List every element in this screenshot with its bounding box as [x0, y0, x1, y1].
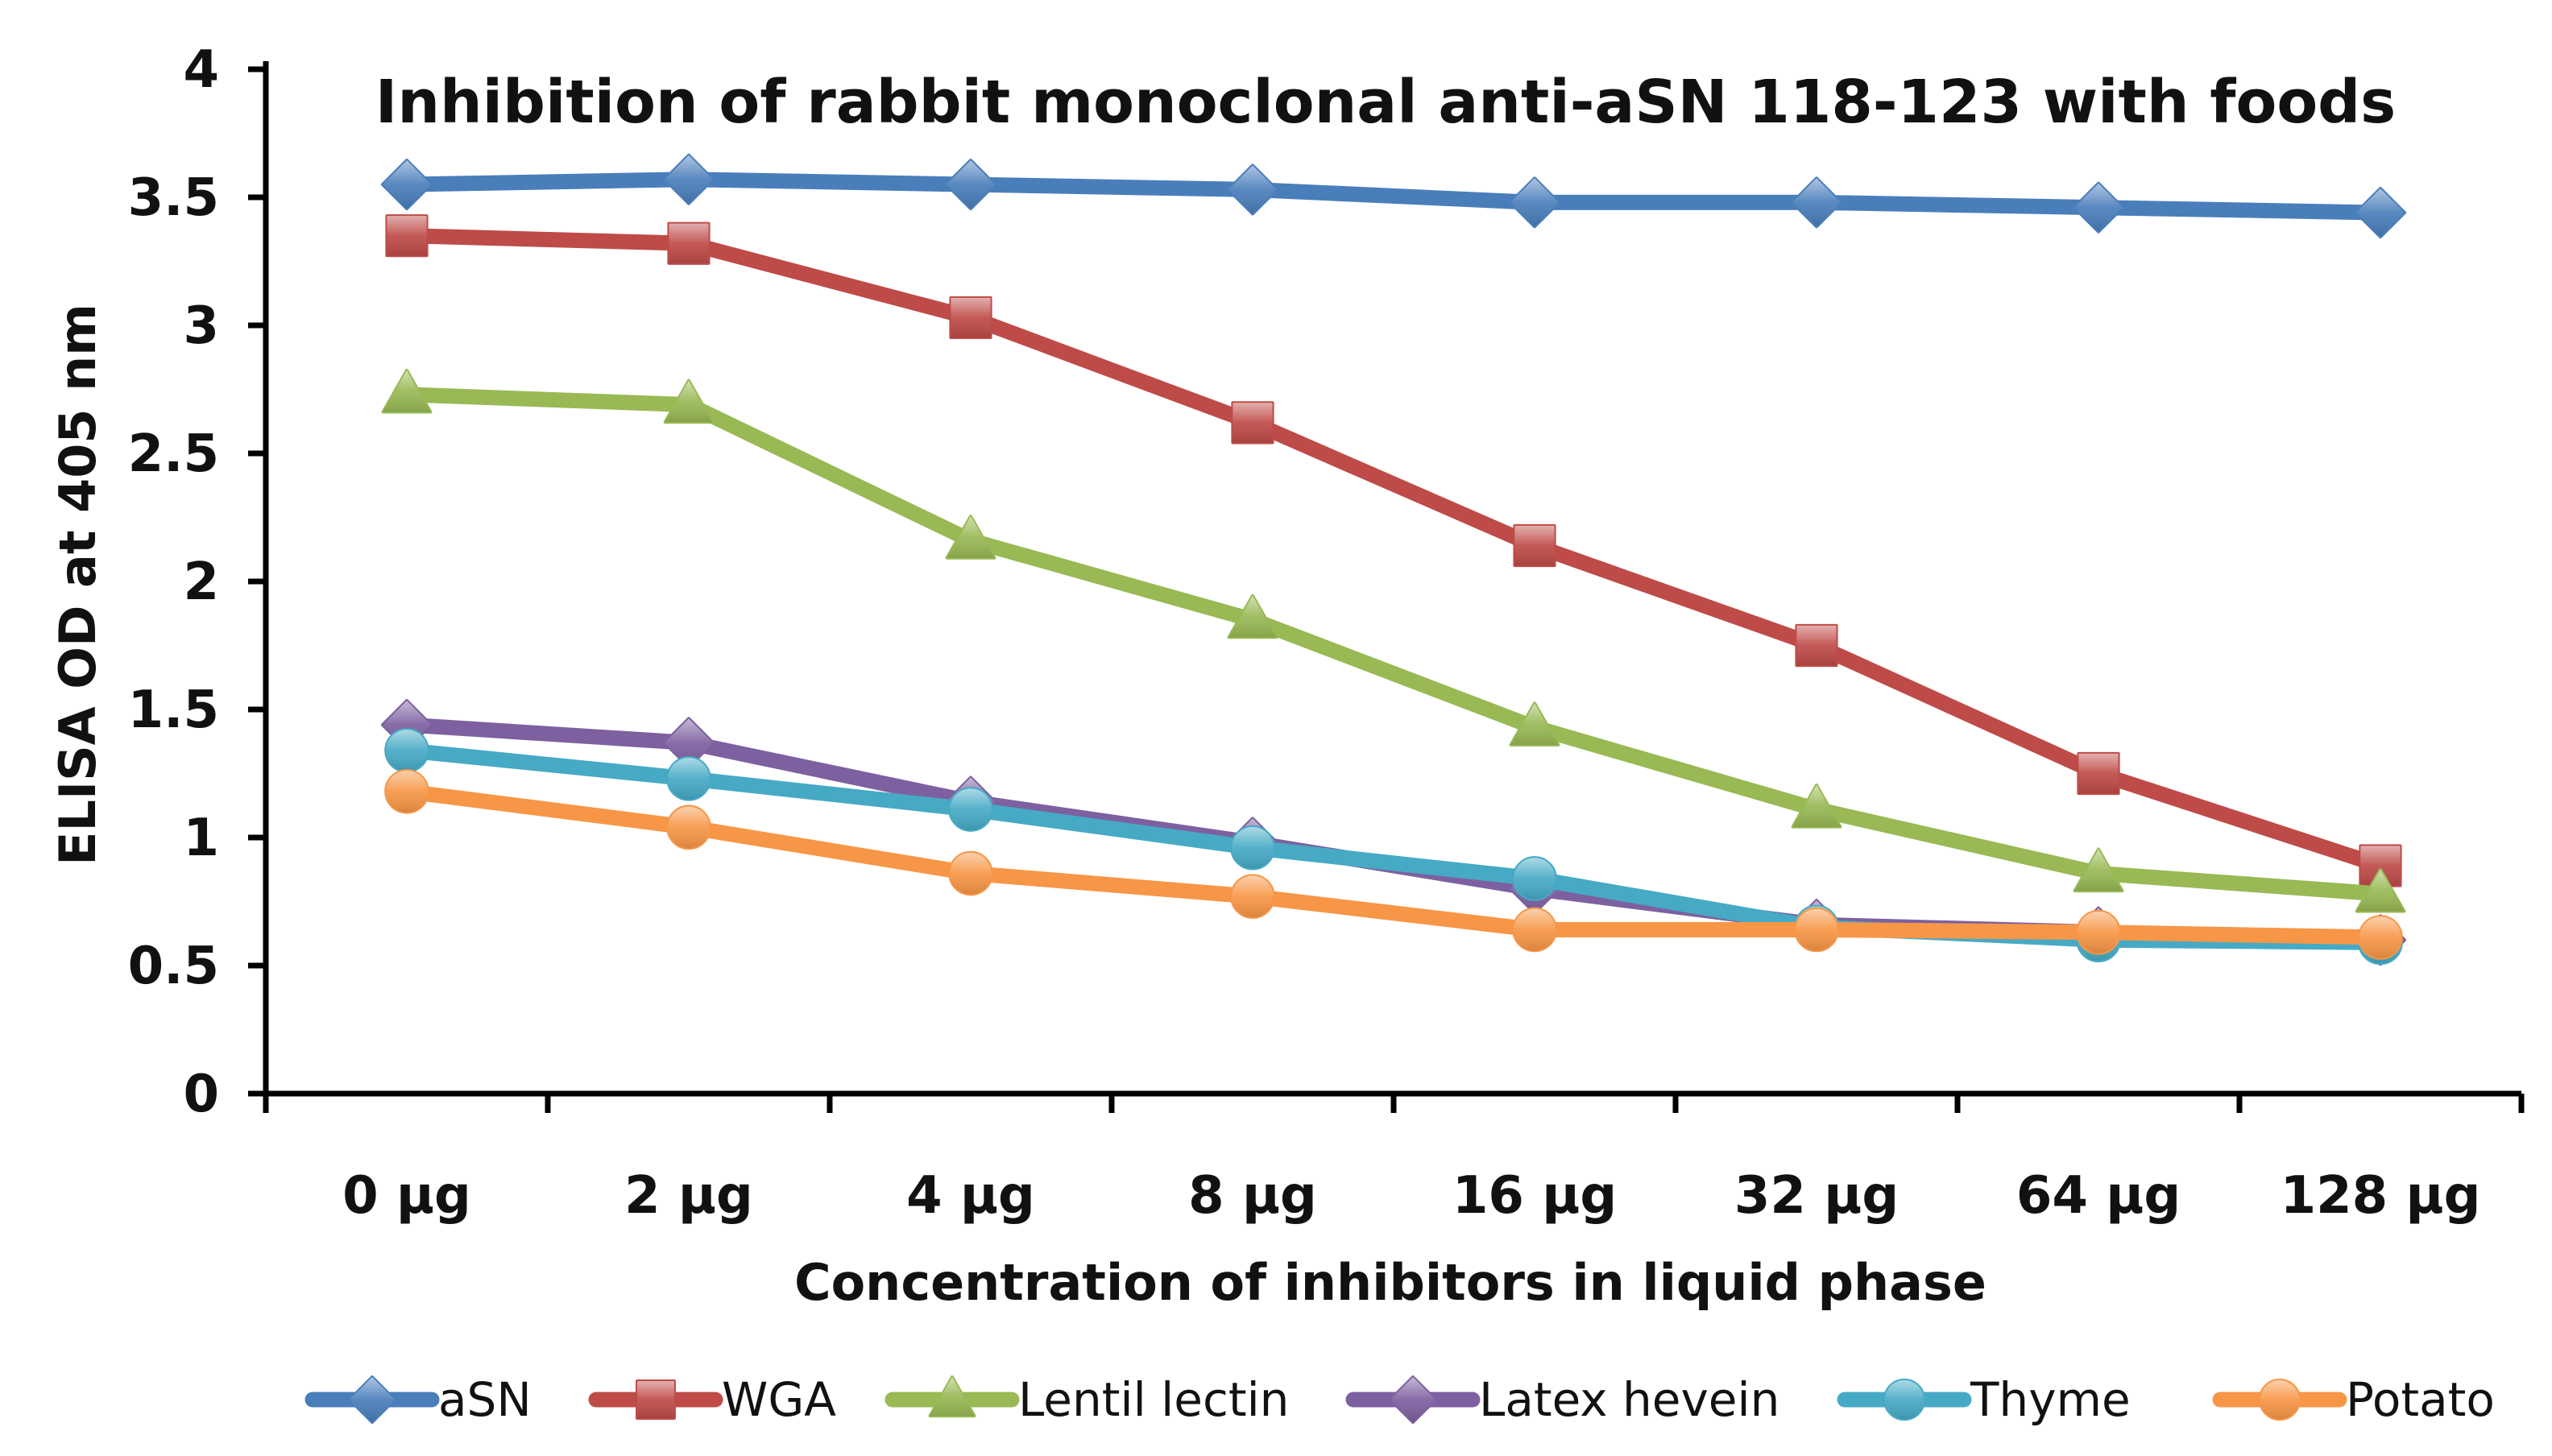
data-point	[666, 805, 711, 850]
legend-item: Thyme	[1837, 1372, 2131, 1427]
legend-marker	[348, 1375, 396, 1424]
series-lentil-lectin	[381, 368, 2406, 913]
legend-label: Thyme	[1970, 1372, 2131, 1427]
series-line	[399, 784, 2388, 945]
data-point	[381, 159, 433, 211]
data-point	[945, 159, 996, 211]
x-tick-label: 128 µg	[2281, 1166, 2481, 1226]
series-line	[399, 172, 2388, 221]
legend-label: Potato	[2346, 1372, 2495, 1427]
legend: aSN WGA Lentil lectin Latex hevein Thyme Pota…	[304, 1372, 2495, 1427]
data-point	[945, 515, 996, 560]
legend-marker	[1389, 1375, 1437, 1424]
data-point	[1230, 825, 1275, 871]
data-point	[2355, 867, 2406, 913]
y-tick-label: 3	[183, 296, 219, 356]
x-tick-label: 8 µg	[1188, 1166, 1317, 1226]
series-line	[399, 228, 2388, 874]
legend-item: Lentil lectin	[884, 1372, 1289, 1427]
series-line	[399, 387, 2388, 902]
x-tick-label: 16 µg	[1452, 1166, 1617, 1226]
x-tick-label: 2 µg	[624, 1166, 753, 1226]
data-point	[1230, 874, 1275, 919]
data-point	[948, 787, 993, 832]
y-tick-label: 2.5	[128, 424, 219, 484]
data-point	[2358, 915, 2403, 960]
data-point	[2073, 181, 2124, 234]
data-point	[949, 296, 992, 340]
data-point	[948, 850, 993, 896]
series-asn	[381, 153, 2406, 239]
data-point	[2077, 751, 2120, 796]
y-tick-label: 1	[183, 809, 219, 868]
data-point	[2359, 844, 2402, 887]
data-point	[1791, 176, 1842, 229]
data-point	[384, 728, 429, 773]
legend-marker	[928, 1375, 976, 1418]
legend-marker	[1883, 1378, 1926, 1421]
legend-item: aSN	[304, 1372, 532, 1427]
data-point	[1231, 401, 1274, 445]
series-wga	[385, 214, 2402, 887]
legend-item: Latex hevein	[1345, 1372, 1779, 1427]
y-tick-label: 0.5	[128, 937, 219, 996]
legend-label: Latex hevein	[1479, 1372, 1779, 1427]
data-point	[1227, 163, 1278, 216]
x-tick-label: 64 µg	[2016, 1166, 2181, 1226]
series-potato	[384, 768, 2403, 960]
data-point	[381, 368, 433, 414]
x-tick-label: 0 µg	[342, 1166, 471, 1226]
x-tick-label: 32 µg	[1734, 1166, 1899, 1226]
series-layer	[381, 153, 2406, 966]
axes: 0 0.5 1 1.5 2 2.5 3 3.5 4 0 µg 2 µg 4 µg 8 µg 16 µg 32…	[128, 40, 2525, 1226]
legend-label: aSN	[438, 1372, 532, 1427]
data-point	[1794, 907, 1839, 953]
legend-label: WGA	[722, 1372, 836, 1427]
data-point	[2073, 847, 2124, 893]
data-point	[663, 153, 715, 205]
y-tick-label: 2	[183, 552, 219, 612]
data-point	[1513, 523, 1556, 568]
legend-item: Potato	[2212, 1372, 2495, 1427]
data-point	[1512, 907, 1557, 953]
y-tick-label: 0	[183, 1065, 219, 1124]
y-tick-label: 1.5	[128, 680, 219, 740]
legend-marker	[2258, 1378, 2301, 1421]
data-point	[385, 214, 429, 258]
data-point	[1791, 784, 1842, 829]
data-point	[1795, 623, 1838, 668]
y-tick-label: 4	[183, 40, 219, 100]
data-point	[384, 768, 429, 814]
data-point	[2076, 909, 2121, 955]
data-point	[666, 756, 711, 801]
y-axis-label: ELISA OD at 405 nm	[48, 304, 107, 866]
legend-label: Lentil lectin	[1018, 1372, 1289, 1427]
data-point	[2355, 187, 2406, 239]
legend-marker	[636, 1379, 676, 1420]
data-point	[1509, 701, 1560, 747]
x-tick-label: 4 µg	[906, 1166, 1035, 1226]
y-tick-label: 3.5	[128, 168, 219, 228]
chart-title: Inhibition of rabbit monoclonal anti-aSN…	[375, 68, 2396, 137]
data-point	[1227, 594, 1278, 639]
data-point	[663, 378, 715, 424]
data-point	[667, 221, 710, 265]
x-axis-label: Concentration of inhibitors in liquid ph…	[794, 1253, 1986, 1312]
data-point	[1509, 176, 1560, 229]
legend-item: WGA	[588, 1372, 836, 1427]
data-point	[1512, 856, 1557, 901]
